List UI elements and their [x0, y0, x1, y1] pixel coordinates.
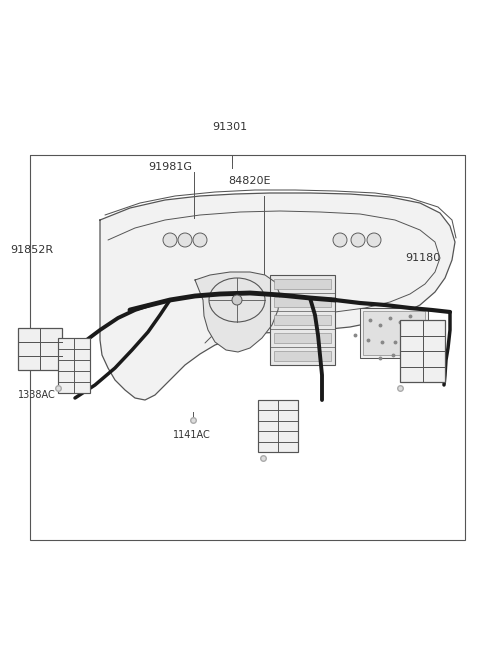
- Bar: [258, 400, 298, 452]
- Bar: [18, 328, 62, 370]
- Bar: [274, 333, 331, 343]
- Bar: [274, 297, 331, 308]
- Text: 1338AC: 1338AC: [258, 440, 296, 450]
- Bar: [274, 315, 331, 325]
- Text: 1338AC: 1338AC: [400, 365, 438, 375]
- Text: 91301: 91301: [213, 122, 248, 132]
- Bar: [274, 350, 331, 361]
- Bar: [30, 155, 465, 540]
- Bar: [363, 311, 425, 355]
- Bar: [58, 338, 90, 393]
- Text: 84820E: 84820E: [228, 176, 271, 186]
- Circle shape: [232, 295, 242, 305]
- Circle shape: [163, 233, 177, 247]
- Text: 1141AC: 1141AC: [173, 430, 211, 440]
- Circle shape: [333, 233, 347, 247]
- Bar: [360, 308, 428, 358]
- Circle shape: [367, 233, 381, 247]
- Polygon shape: [100, 193, 455, 400]
- Circle shape: [193, 233, 207, 247]
- Circle shape: [351, 233, 365, 247]
- Bar: [270, 275, 335, 365]
- Bar: [400, 320, 445, 382]
- Text: 91852R: 91852R: [10, 245, 53, 255]
- Bar: [274, 279, 331, 289]
- Circle shape: [178, 233, 192, 247]
- Text: 91981G: 91981G: [148, 162, 192, 172]
- Polygon shape: [195, 272, 280, 352]
- Text: 91180: 91180: [405, 253, 440, 263]
- Text: 1338AC: 1338AC: [18, 390, 56, 400]
